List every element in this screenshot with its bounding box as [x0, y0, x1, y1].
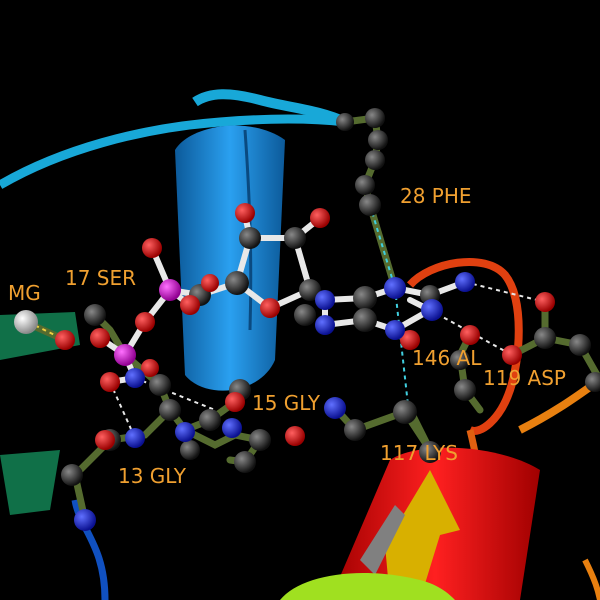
nitrogen-atom [74, 509, 96, 531]
label-gly13: 13 GLY [118, 464, 187, 488]
nitrogen-atom [222, 418, 242, 438]
carbon-atom [225, 271, 249, 295]
oxygen-atom [400, 330, 420, 350]
label-asp119: 119 ASP [483, 366, 566, 390]
atoms [14, 108, 600, 531]
oxygen-atom [285, 426, 305, 446]
coil-orange [406, 258, 523, 435]
oxygen-atom [260, 298, 280, 318]
carbon-atom [419, 441, 441, 463]
oxygen-atom [310, 208, 330, 228]
carbon-atom [239, 227, 261, 249]
label-phe28: 28 PHE [400, 184, 472, 208]
phosphorus-atom [114, 344, 136, 366]
nitrogen-atom [384, 277, 406, 299]
carbon-atom [284, 227, 306, 249]
sheet-green-2 [0, 450, 60, 515]
nitrogen-atom [385, 320, 405, 340]
phosphorus-atom [159, 279, 181, 301]
coil-dark-blue [71, 499, 109, 600]
nitrogen-atom [324, 397, 346, 419]
carbon-atom [84, 304, 106, 326]
nitrogen-atom [125, 428, 145, 448]
oxygen-atom [135, 312, 155, 332]
nitrogen-atom [455, 272, 475, 292]
oxygen-atom [141, 359, 159, 377]
label-gly15: 15 GLY [252, 391, 321, 415]
oxygen-atom [235, 203, 255, 223]
carbon-atom [359, 194, 381, 216]
carbon-atom [336, 113, 354, 131]
label-mg: MG [8, 281, 41, 305]
carbon-atom [180, 440, 200, 460]
carbon-atom [585, 372, 600, 392]
carbon-atom [199, 409, 221, 431]
nitrogen-atom [315, 290, 335, 310]
coil-lime [280, 572, 455, 600]
carbon-atom [344, 419, 366, 441]
carbon-atom [159, 399, 181, 421]
carbon-atom [234, 451, 256, 473]
residue-labels: 28 PHE 17 SER MG 146 AL 119 ASP 15 GLY 1… [8, 184, 566, 488]
carbon-atom [353, 308, 377, 332]
oxygen-atom [225, 392, 245, 412]
oxygen-atom [502, 345, 522, 365]
nitrogen-atom [315, 315, 335, 335]
oxygen-atom [201, 274, 219, 292]
nitrogen-atom [421, 299, 443, 321]
oxygen-atom [142, 238, 162, 258]
coil-right [582, 558, 600, 600]
carbon-atom [149, 374, 171, 396]
oxygen-atom [95, 430, 115, 450]
oxygen-atom [100, 372, 120, 392]
label-ser17: 17 SER [65, 266, 136, 290]
nitrogen-atom [125, 368, 145, 388]
oxygen-atom [55, 330, 75, 350]
carbon-atom [294, 304, 316, 326]
carbon-atom [368, 130, 388, 150]
carbon-atom [365, 150, 385, 170]
carbon-atom [249, 429, 271, 451]
coil-cyan-top [192, 89, 348, 127]
label-lys117: 117 LYS [380, 441, 458, 465]
carbon-atom [534, 327, 556, 349]
oxygen-atom [90, 328, 110, 348]
nitrogen-atom [175, 422, 195, 442]
coil-cyan [0, 114, 346, 189]
carbon-atom [365, 108, 385, 128]
oxygen-atom [535, 292, 555, 312]
helix-blue [175, 125, 285, 391]
oxygen-atom [460, 325, 480, 345]
label-ala146: 146 AL [412, 346, 482, 370]
carbon-atom [353, 286, 377, 310]
carbon-atom [393, 400, 417, 424]
oxygen-atom [180, 295, 200, 315]
strand-grey [360, 505, 405, 575]
carbon-atom [61, 464, 83, 486]
carbon-atom [454, 379, 476, 401]
carbon-atom [569, 334, 591, 356]
strand-yellow [385, 470, 460, 600]
magnesium-atom [14, 310, 38, 334]
carbon-atom [299, 279, 321, 301]
carbon-atom [450, 350, 470, 370]
carbon-atom [355, 175, 375, 195]
